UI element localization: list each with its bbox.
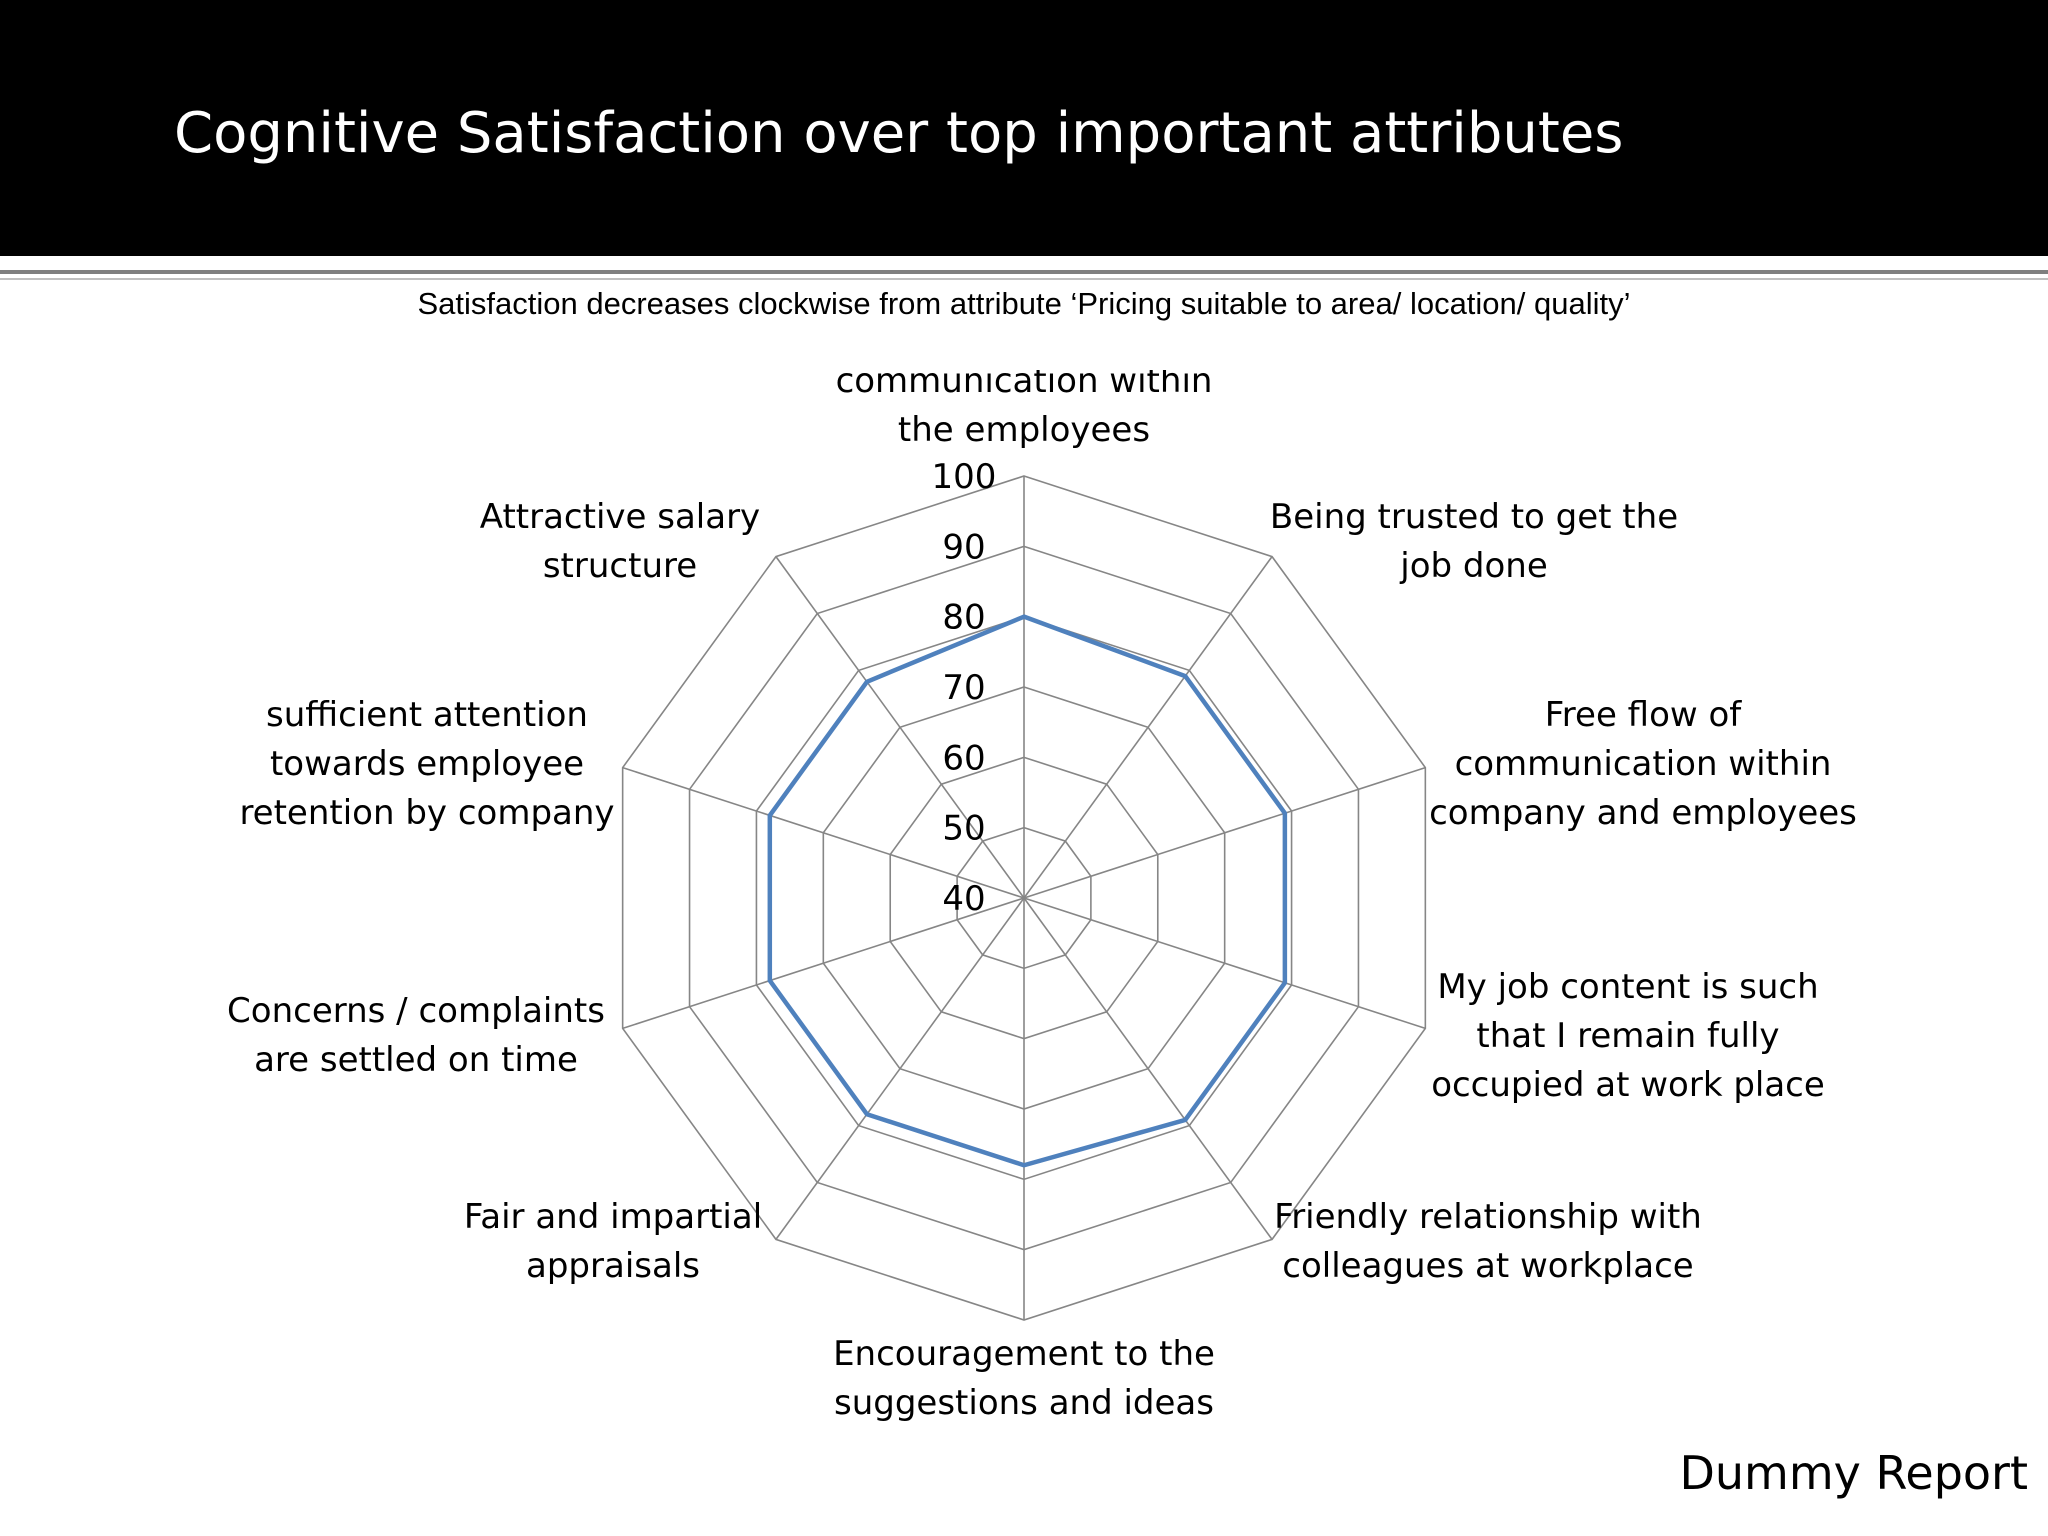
tick-label-70: 70 (942, 668, 985, 708)
category-label-1: Being trusted to get the job done (1270, 497, 1678, 586)
category-label-7: Concerns / complaints are settled on time (227, 991, 605, 1080)
tick-label-80: 80 (942, 598, 985, 638)
axis-spoke-3 (1023, 897, 1426, 1030)
slide-title: Cognitive Satisfaction over top importan… (174, 101, 1624, 166)
category-label-0: communication within the employees (836, 370, 1213, 450)
title-bar: Cognitive Satisfaction over top importan… (0, 0, 2048, 256)
category-label-6: Fair and impartial appraisals (464, 1197, 762, 1286)
axis-spoke-2 (1023, 766, 1426, 899)
category-label-4: Friendly relationship with colleagues at … (1274, 1197, 1702, 1286)
category-label-3: My job content is such that I remain full… (1431, 967, 1825, 1105)
axis-spoke-7 (622, 897, 1025, 1030)
axis-spoke-8 (622, 766, 1025, 899)
category-label-8: sufficient attention towards employee rete… (239, 695, 614, 833)
divider-line-thin (0, 278, 2048, 280)
axis-spoke-4 (1023, 897, 1273, 1240)
axis-spoke-9 (775, 556, 1025, 899)
chart-area: 40 50 60 70 80 90 100 communication within the e… (0, 370, 2048, 1425)
radar-chart: 40 50 60 70 80 90 100 communication within the e… (227, 370, 1857, 1423)
category-label-2: Free flow of communication within company … (1429, 695, 1857, 833)
category-label-9: Attractive salary structure (480, 497, 760, 586)
axis-spoke-1 (1023, 556, 1273, 899)
tick-label-100: 100 (932, 457, 997, 497)
category-label-5: Encouragement to the suggestions and idea… (833, 1334, 1215, 1423)
axis-spoke-6 (775, 897, 1025, 1240)
divider-line (0, 270, 2048, 274)
tick-label-60: 60 (942, 738, 985, 778)
tick-label-50: 50 (942, 809, 985, 849)
tick-label-40: 40 (942, 879, 985, 919)
chart-subtitle: Satisfaction decreases clockwise from at… (417, 286, 1631, 321)
footer-label: Dummy Report (1679, 1446, 2028, 1500)
series-line-0 (767, 614, 1288, 1168)
tick-label-90: 90 (942, 527, 985, 567)
